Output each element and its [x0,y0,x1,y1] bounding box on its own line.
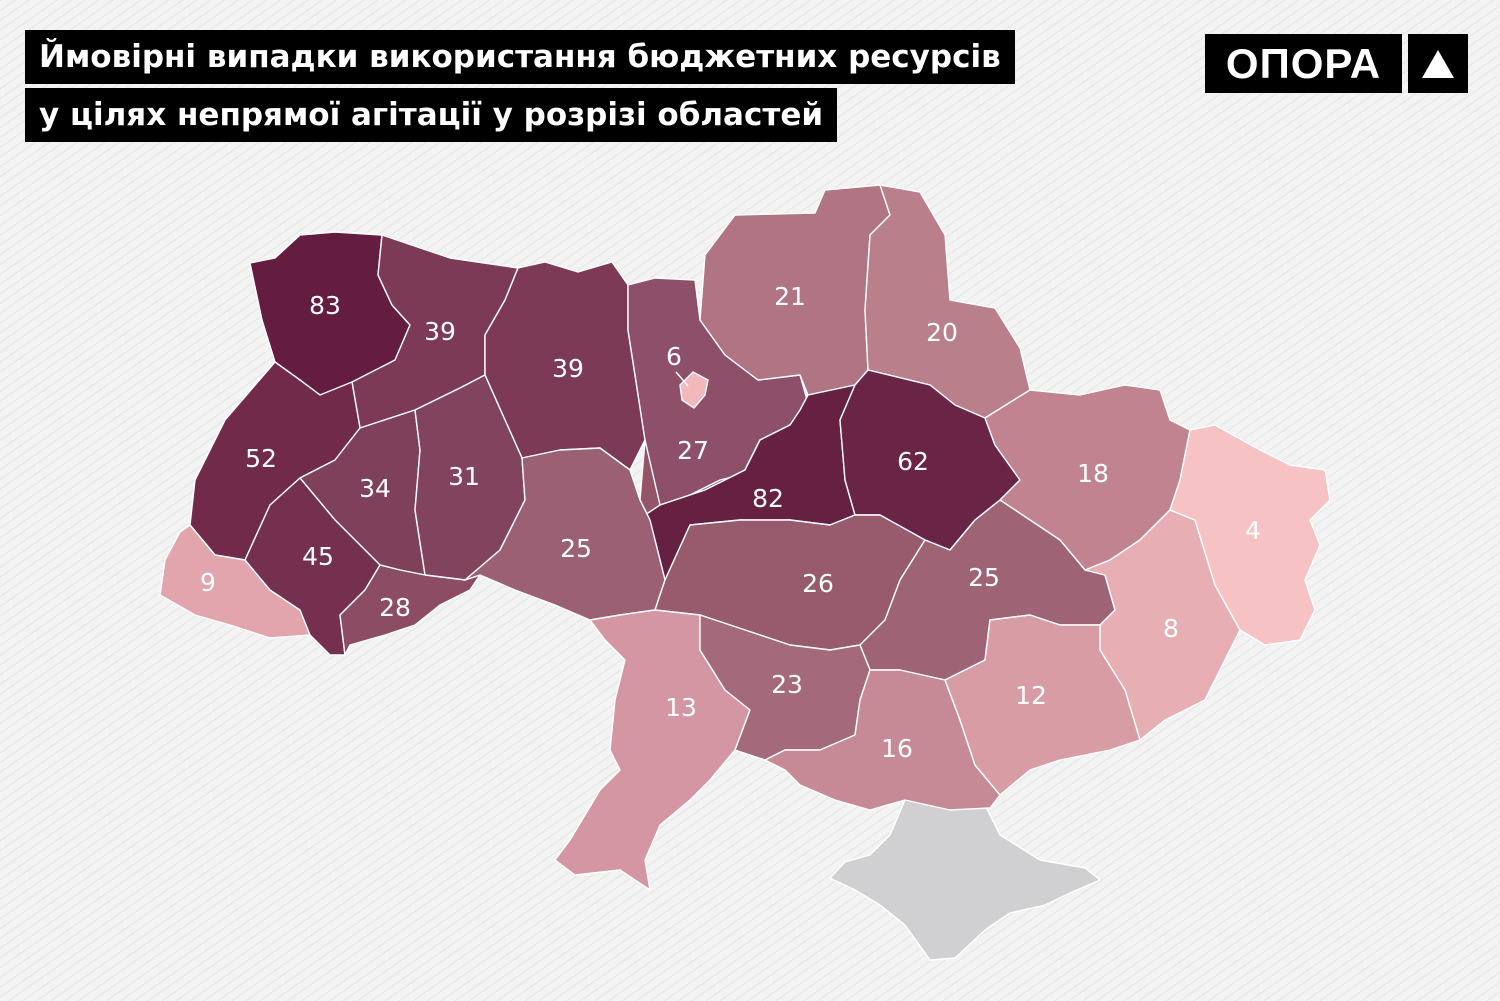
label-chernivtsi: 28 [379,593,411,622]
label-chernihiv: 21 [774,282,806,311]
region-zaporizhzhia [944,614,1141,796]
label-poltava: 82 [752,484,784,513]
label-odesa: 13 [665,693,697,722]
label-luhansk: 18 [1077,459,1109,488]
region-luhansk-east [1169,424,1331,646]
kyiv-pointer-line [675,371,689,387]
logo-text: ОПОРА [1205,34,1402,93]
label-zhytomyr: 39 [552,354,584,383]
label-mykolaiv: 23 [771,670,803,699]
label-volyn: 83 [309,291,341,320]
title-line-1: Ймовірні випадки використання бюджетних … [25,30,1015,84]
label-zakarpattia: 9 [200,568,216,597]
label-kharkiv: 62 [897,447,929,476]
triangle-up-icon [1408,34,1468,93]
label-donetsk: 8 [1163,614,1179,643]
title-line-2: у цілях непрямої агітації у розрізі обла… [25,88,838,142]
label-luhansk-east: 4 [1245,516,1261,545]
region-crimea [829,794,1101,961]
label-lviv: 52 [245,444,277,473]
label-ternopil: 34 [359,474,391,503]
label-zaporizhzhia: 12 [1015,681,1047,710]
region-chernivtsi [339,564,481,656]
label-cherkasy: 27 [677,436,709,465]
label-khmelnytskyi: 31 [448,462,480,491]
label-vinnytsia: 25 [560,534,592,563]
label-kyiv: 6 [666,342,682,371]
label-dnipropetrovsk: 25 [968,563,1000,592]
region-vinnytsia [464,447,666,621]
label-ivano-frankivsk: 45 [302,542,334,571]
label-rivne: 39 [424,317,456,346]
label-sumy: 20 [926,318,958,347]
region-kyiv-city [679,371,709,409]
label-kherson: 16 [881,734,913,763]
opora-logo: ОПОРА [1205,34,1468,93]
region-donetsk [1084,509,1241,741]
label-kirovohrad: 26 [802,569,834,598]
